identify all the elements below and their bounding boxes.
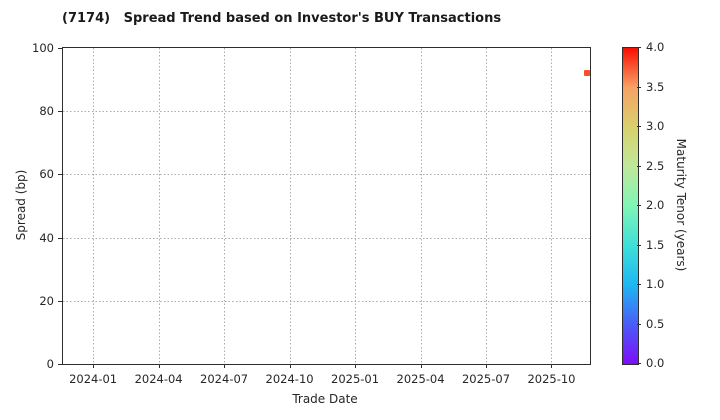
y-tick-label: 20 <box>39 293 54 308</box>
colorbar-tick-label: 2.5 <box>646 158 665 173</box>
x-tick-label: 2025-10 <box>527 372 576 386</box>
x-gridline <box>158 48 160 364</box>
colorbar-tick-mark <box>637 205 641 206</box>
colorbar-tick-mark <box>637 323 641 325</box>
y-tick-label: 60 <box>39 167 54 182</box>
y-axis-label: Spread (bp) <box>14 169 28 241</box>
colorbar-gradient <box>622 47 639 365</box>
y-tick-mark <box>58 174 62 176</box>
y-tick-mark <box>58 364 62 365</box>
y-gridline <box>63 111 590 113</box>
y-tick-label: 0 <box>46 357 54 371</box>
x-tick-mark <box>355 364 357 368</box>
x-axis-label: Trade Date <box>292 392 358 406</box>
x-tick-label: 2025-01 <box>331 372 380 386</box>
colorbar-tick-label: 1.5 <box>646 237 665 252</box>
x-tick-label: 2024-04 <box>134 372 183 386</box>
x-gridline <box>486 48 487 364</box>
y-gridline <box>63 174 590 176</box>
plot-area: 2024-01 2024-04 2024-07 2024-10 2025-01 2025-… <box>32 41 591 386</box>
y-tick-label: 80 <box>39 104 54 119</box>
y-tick-mark <box>58 237 62 239</box>
y-tick-label: 40 <box>39 230 54 245</box>
data-point-marker <box>584 70 591 77</box>
x-tick-label: 2024-07 <box>200 372 249 386</box>
x-tick-label: 2025-04 <box>396 372 445 386</box>
x-tick-mark <box>158 364 160 368</box>
x-tick-mark <box>551 364 553 368</box>
x-gridline <box>93 48 95 364</box>
x-tick-label: 2024-01 <box>69 372 118 386</box>
colorbar-tick-label: 0.0 <box>646 356 665 370</box>
colorbar-tick-mark <box>637 244 641 246</box>
x-tick-mark <box>289 364 291 368</box>
x-tick-label: 2025-07 <box>461 372 511 386</box>
x-tick-mark <box>93 364 95 368</box>
colorbar-tick-mark <box>637 126 641 127</box>
colorbar-tick-mark <box>637 284 641 285</box>
colorbar-tick-label: 3.0 <box>646 119 665 133</box>
x-tick-mark <box>224 364 226 368</box>
colorbar-tick-mark <box>637 47 641 48</box>
colorbar-tick-label: 2.0 <box>646 198 665 212</box>
x-tick-mark <box>486 364 487 368</box>
x-gridline <box>224 48 226 364</box>
colorbar-tick-label: 1.0 <box>646 277 665 291</box>
y-tick-mark <box>58 111 62 113</box>
colorbar-tick-label: 4.0 <box>646 40 665 54</box>
colorbar-axis-label: Maturity Tenor (years) <box>674 138 688 272</box>
chart-title: (7174) Spread Trend based on Investor's … <box>62 11 502 26</box>
y-tick-label: 100 <box>32 41 54 55</box>
y-gridline <box>63 237 590 239</box>
colorbar-tick-label: 0.5 <box>646 316 665 331</box>
x-gridline <box>355 48 357 364</box>
x-gridline <box>551 48 553 364</box>
colorbar-tick-mark <box>637 165 641 167</box>
y-tick-mark <box>58 48 62 49</box>
y-tick-mark <box>58 300 62 302</box>
x-tick-label: 2024-10 <box>265 372 314 386</box>
colorbar-tick-mark <box>637 363 641 364</box>
x-gridline <box>289 48 291 364</box>
colorbar-tick-label: 3.5 <box>646 79 665 94</box>
colorbar-tick-mark <box>637 86 641 88</box>
x-gridline <box>420 48 422 364</box>
y-gridline <box>63 300 590 302</box>
x-tick-mark <box>420 364 422 368</box>
